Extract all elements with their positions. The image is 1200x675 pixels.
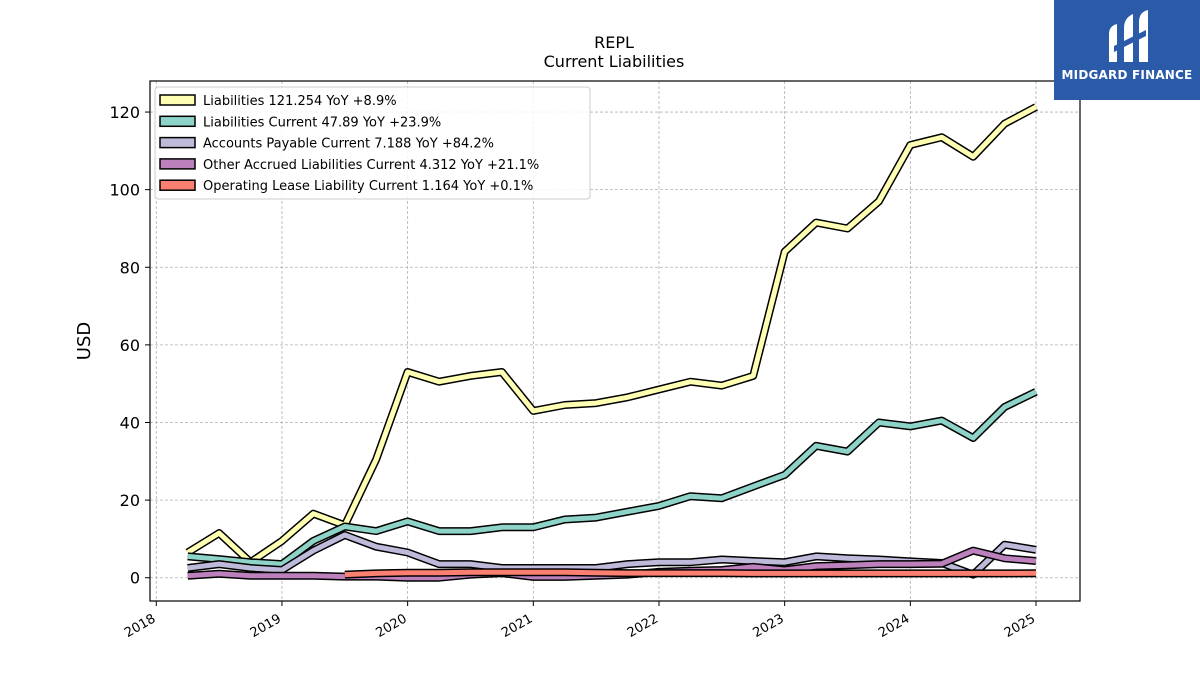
midgard-finance-logo: MIDGARD FINANCE (1054, 0, 1200, 100)
y-axis: 0 20 40 60 80 100 120 (109, 103, 150, 588)
legend-swatch (159, 158, 196, 170)
y-axis-label: USD (74, 322, 95, 360)
series-line (186, 104, 1038, 565)
legend-label: Accounts Payable Current 7.188 YoY +84.2… (203, 137, 494, 152)
chart-title: REPL (594, 33, 634, 52)
logo-text: MIDGARD FINANCE (1061, 68, 1193, 82)
legend-swatch (159, 94, 196, 106)
legend-swatch (159, 136, 196, 149)
legend-label: Liabilities Current 47.89 YoY +23.9% (203, 115, 441, 130)
x-tick-label: 2019 (248, 611, 284, 641)
x-tick-label: 2020 (373, 611, 409, 641)
chart-subtitle: Current Liabilities (544, 52, 685, 71)
y-tick-label: 40 (120, 413, 140, 432)
series-group (185, 103, 1038, 582)
y-tick-label: 20 (120, 491, 140, 510)
y-tick-label: 60 (120, 336, 140, 355)
y-tick-label: 0 (130, 569, 140, 588)
x-tick-label: 2022 (625, 611, 661, 641)
y-tick-label: 120 (109, 103, 140, 122)
legend-label: Other Accrued Liabilities Current 4.312 … (203, 158, 539, 173)
logo-mark-icon (1109, 10, 1148, 62)
y-tick-label: 80 (120, 258, 140, 277)
x-tick-label: 2018 (122, 611, 158, 641)
legend-box (154, 86, 591, 200)
legend-swatch (159, 115, 196, 128)
legend-swatch (159, 179, 196, 191)
x-tick-label: 2023 (751, 611, 787, 641)
series-line (344, 569, 1037, 578)
x-axis: 2018 2019 2020 2021 2022 2023 2024 2025 (122, 601, 1038, 641)
legend-label: Liabilities 121.254 YoY +8.9% (203, 94, 397, 109)
y-tick-label: 100 (109, 181, 140, 200)
legend: Liabilities 121.254 YoY +8.9% Liabilities… (154, 86, 591, 200)
x-tick-label: 2021 (499, 611, 535, 641)
plot-frame (149, 80, 1081, 602)
legend-label: Operating Lease Liability Current 1.164 … (203, 179, 533, 194)
x-tick-label: 2024 (876, 611, 912, 641)
series-line (187, 389, 1038, 567)
x-tick-label: 2025 (1002, 611, 1038, 641)
